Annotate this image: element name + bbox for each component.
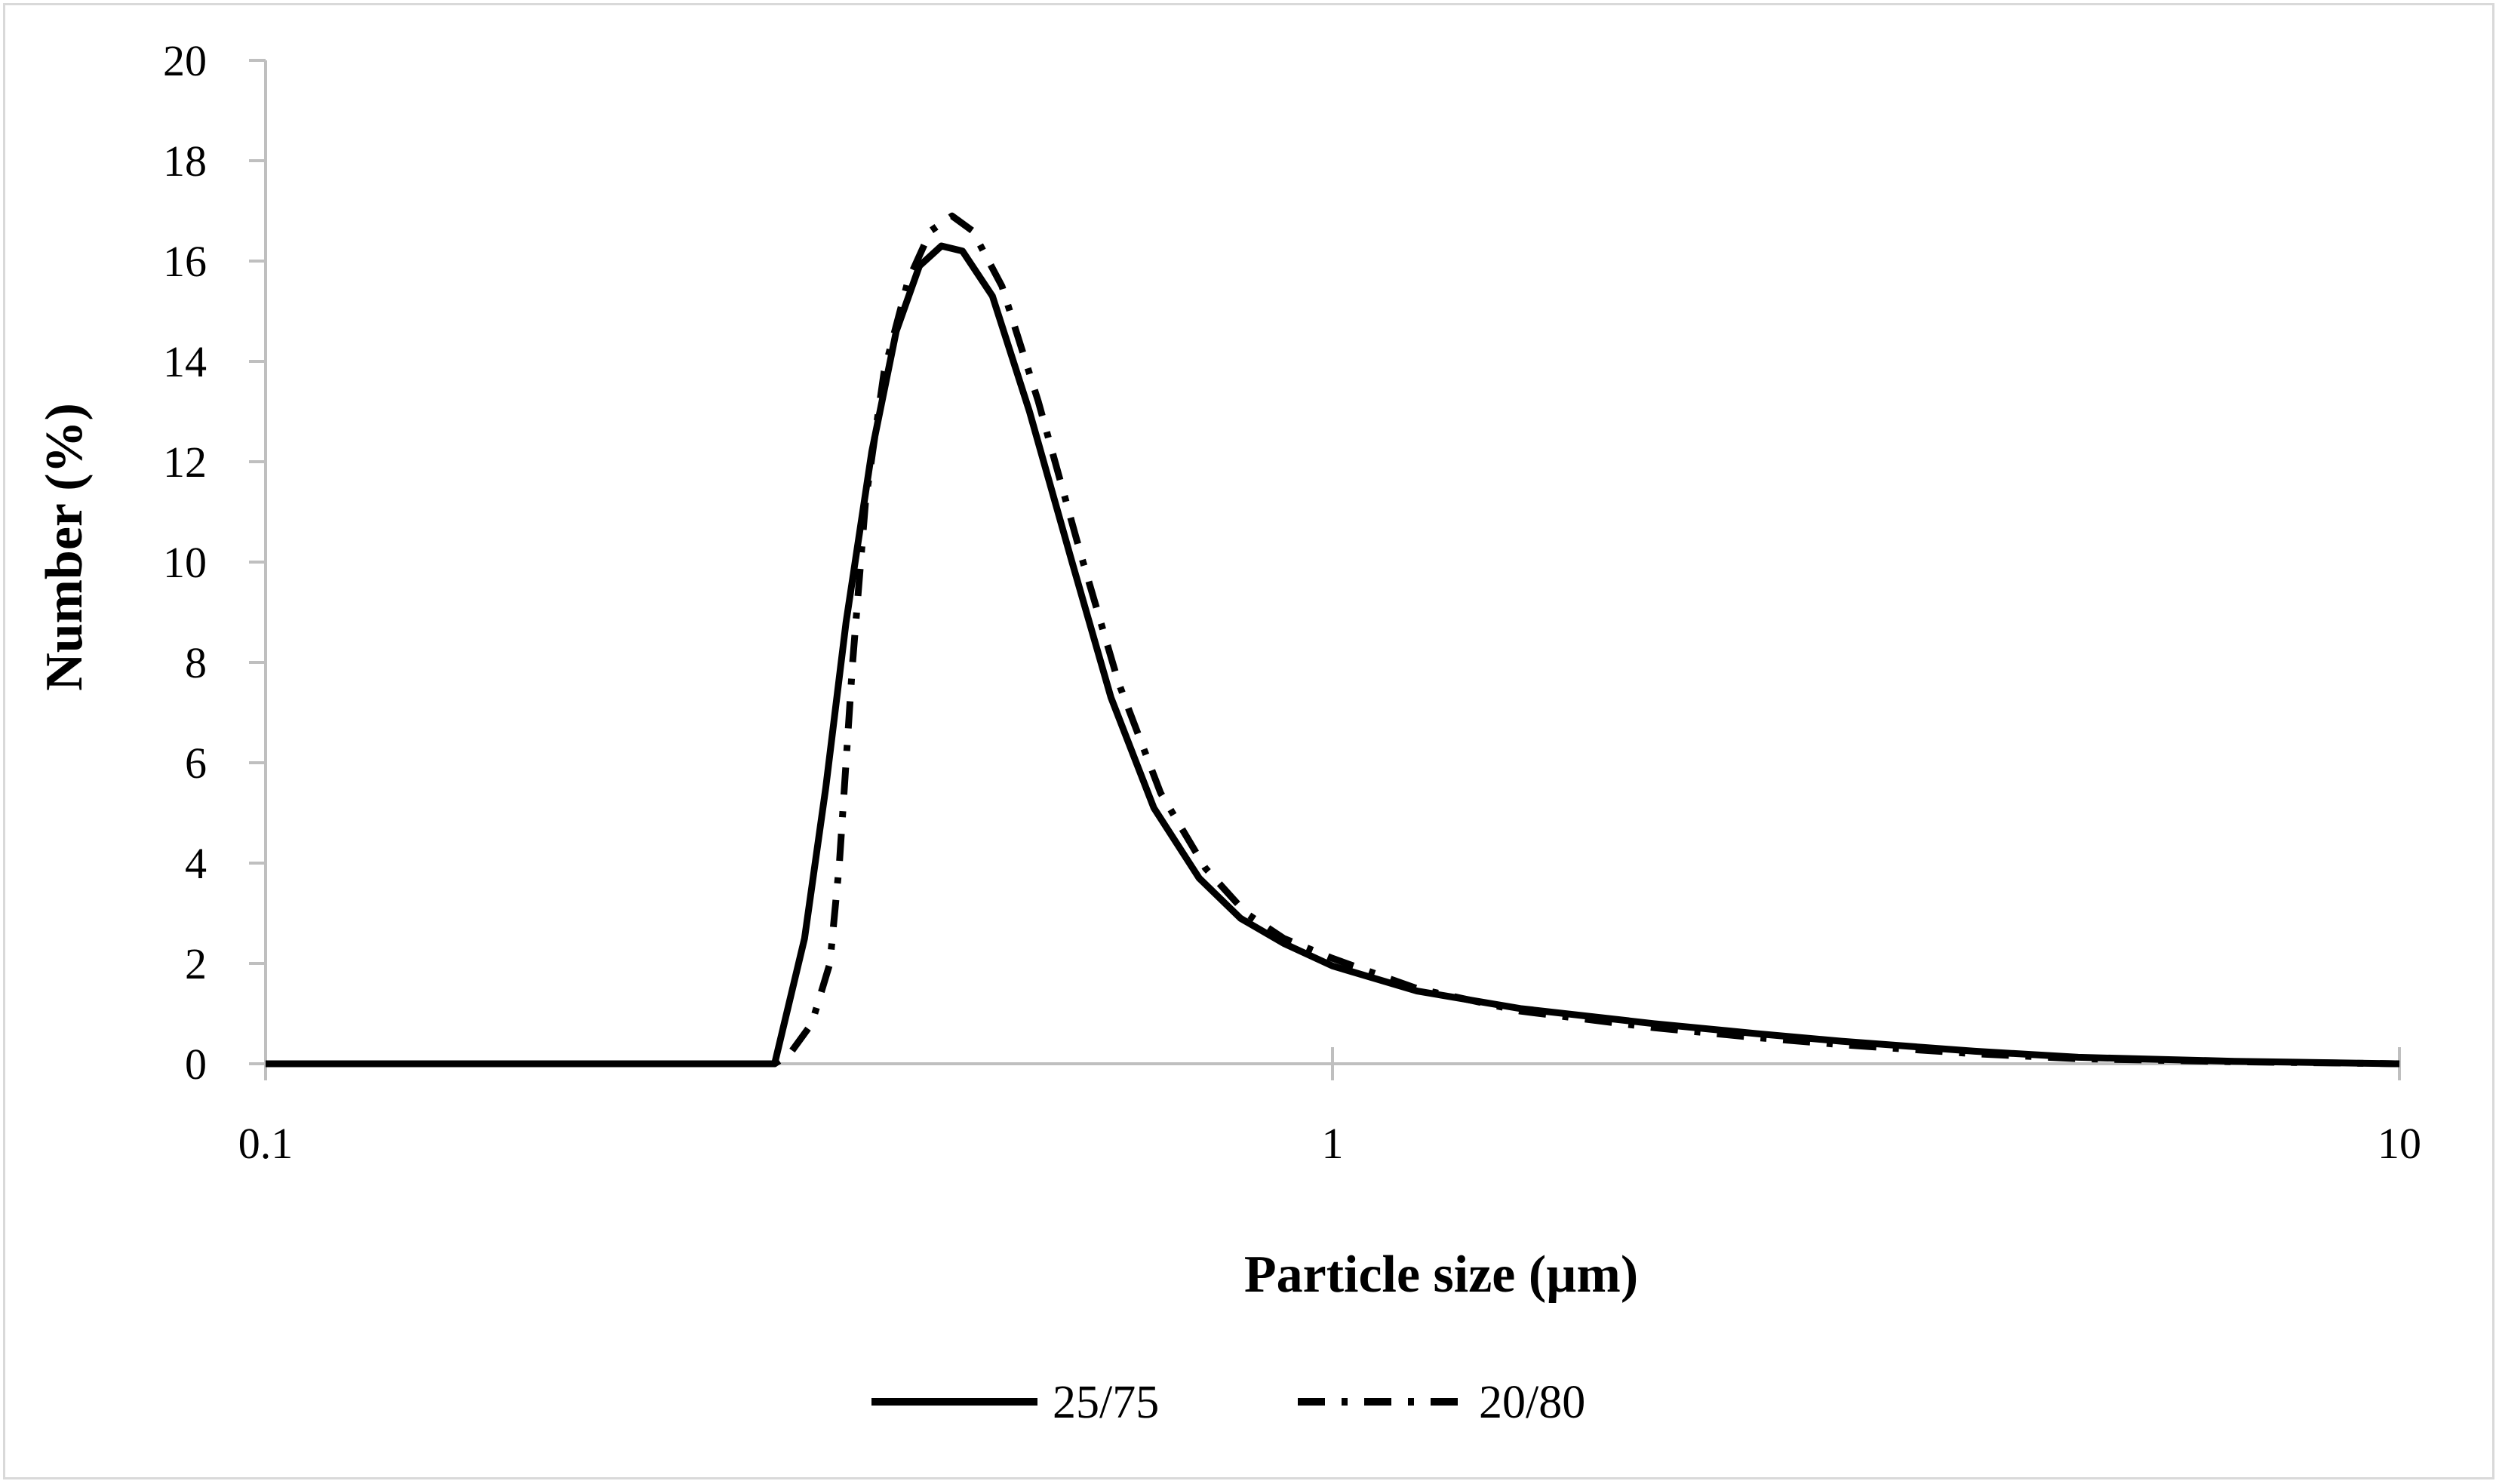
y-tick-label: 16	[163, 237, 207, 286]
x-axis-title: Particle size (µm)	[1244, 1246, 1638, 1304]
series-line-20-80	[266, 212, 2400, 1068]
axes	[264, 60, 2399, 1065]
x-tick-label: 1	[1322, 1119, 1344, 1168]
y-tick-label: 4	[185, 839, 207, 888]
legend-label-25-75: 25/75	[1053, 1377, 1159, 1428]
series-lines	[266, 212, 2400, 1068]
x-axis-ticks: 0.1 1 10	[238, 1047, 2421, 1168]
y-tick-label: 14	[163, 337, 207, 386]
series-line-25-75	[266, 242, 2400, 1068]
y-tick-label: 2	[185, 939, 207, 988]
y-axis-title: Number (%)	[35, 403, 94, 691]
y-tick-label: 6	[185, 739, 207, 788]
legend-label-20-80: 20/80	[1479, 1377, 1585, 1428]
y-tick-label: 0	[185, 1040, 207, 1089]
y-axis-ticks: 0 2 4 6 8 10 12 14 16 18 20	[163, 36, 266, 1089]
x-tick-label: 10	[2378, 1119, 2421, 1168]
y-tick-label: 8	[185, 638, 207, 687]
chart-frame	[3, 3, 2494, 1479]
y-tick-label: 10	[163, 538, 207, 587]
y-tick-label: 12	[163, 438, 207, 487]
legend: 25/75 20/80	[871, 1377, 1585, 1428]
y-tick-label: 18	[163, 137, 207, 186]
x-tick-label: 0.1	[238, 1119, 294, 1168]
y-tick-label: 20	[163, 36, 207, 85]
